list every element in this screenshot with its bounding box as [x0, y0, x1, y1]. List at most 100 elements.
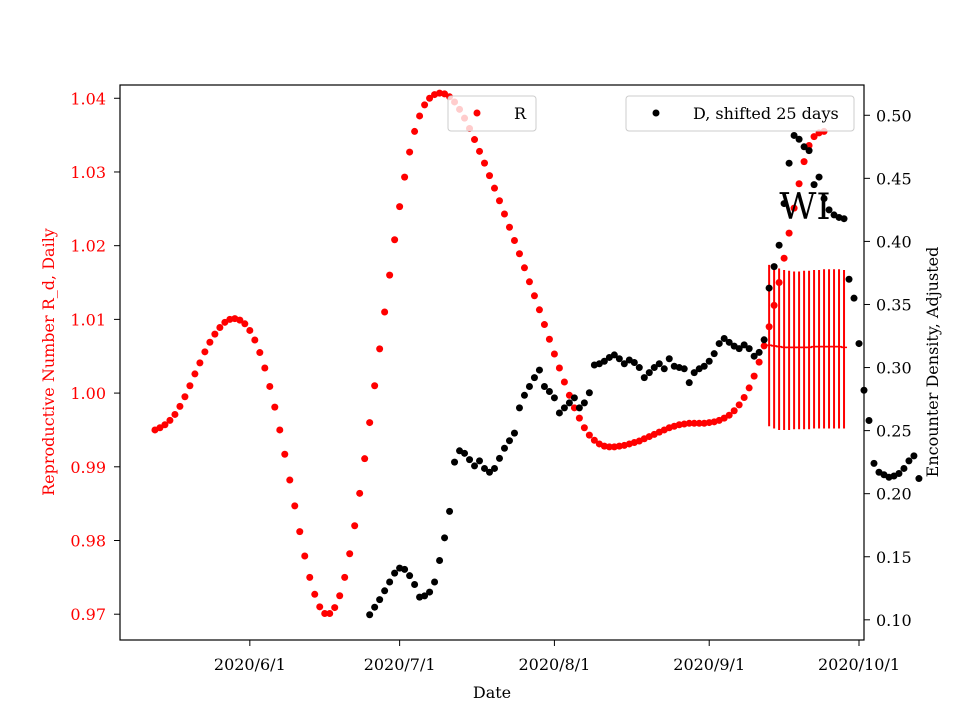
d-point [700, 362, 708, 370]
y-left-tick-label: 0.99 [70, 458, 106, 477]
d-point [550, 394, 558, 402]
r-point [311, 590, 319, 598]
y-axis-left-title: Reproductive Number R_d, Daily [39, 228, 58, 496]
r-point [785, 229, 793, 237]
d-point [520, 391, 528, 399]
d-point [715, 340, 723, 348]
x-tick-label: 2020/10/1 [818, 655, 900, 674]
r-point [575, 414, 583, 422]
r-point [740, 394, 748, 402]
r-point [471, 136, 479, 144]
r-point [321, 609, 329, 617]
y-axis-right-title: Encounter Density, Adjusted [923, 247, 942, 478]
r-point [376, 345, 384, 353]
errorbar-center-line [769, 344, 845, 349]
d-point [466, 456, 474, 464]
d-point [441, 534, 449, 542]
r-point [251, 336, 259, 344]
d-point [580, 399, 588, 407]
r-point [266, 382, 274, 390]
d-point [565, 399, 573, 407]
d-point [710, 350, 718, 358]
d-point [585, 389, 593, 397]
d-point [505, 437, 513, 445]
r-point [341, 573, 349, 581]
d-point [665, 355, 673, 363]
r-point [246, 326, 254, 334]
d-point [376, 596, 384, 604]
legend-d: D, shifted 25 days [625, 95, 855, 132]
d-point [795, 135, 803, 143]
r-point [590, 436, 598, 444]
r-point [580, 424, 588, 432]
r-point [396, 203, 404, 211]
r-point [770, 301, 778, 309]
d-point [426, 588, 434, 596]
d-point [705, 357, 713, 365]
d-point [800, 143, 808, 151]
d-point [555, 409, 563, 417]
y-right-tick-label: 0.10 [876, 611, 912, 630]
d-point [615, 355, 623, 363]
r-point [401, 173, 409, 181]
d-point [406, 572, 414, 580]
d-point [750, 352, 758, 360]
d-point [825, 206, 833, 214]
d-point [650, 364, 658, 372]
r-point [301, 552, 309, 560]
r-point [810, 133, 818, 141]
r-point [775, 279, 783, 287]
r-point [780, 254, 788, 262]
legend-r-label: R [514, 104, 527, 123]
r-point [366, 419, 374, 427]
d-point [411, 581, 419, 588]
x-tick-label: 2020/9/1 [673, 655, 745, 674]
r-point [161, 421, 169, 429]
y-left-tick-label: 0.98 [70, 531, 106, 550]
r-point [500, 210, 508, 218]
r-point [271, 403, 279, 411]
r-point [495, 197, 503, 205]
y-right-tick-label: 0.25 [876, 422, 912, 441]
r-point [725, 411, 733, 419]
x-tick-label: 2020/6/1 [214, 655, 286, 674]
d-series-layer [366, 131, 923, 619]
r-point [490, 184, 498, 192]
legend-r-box [447, 95, 537, 132]
d-point [476, 457, 484, 465]
d-point [515, 404, 523, 412]
x-tick-label: 2020/7/1 [364, 655, 436, 674]
d-point [600, 357, 608, 365]
legend-r: R [447, 95, 537, 132]
r-point [481, 159, 489, 167]
y-axis-left-ticks: 0.97 0.98 0.99 1.00 1.01 1.02 1.03 1.04 [70, 89, 120, 624]
r-point [196, 359, 204, 367]
d-point [490, 464, 498, 472]
d-point [790, 131, 798, 139]
r-point [316, 603, 324, 611]
r-point [535, 306, 543, 314]
r-point [421, 101, 429, 109]
y-left-tick-label: 0.97 [70, 605, 106, 624]
r-point [411, 127, 419, 135]
d-point [366, 611, 374, 619]
d-point [785, 159, 793, 167]
r-point [515, 250, 523, 258]
d-point [421, 592, 429, 600]
r-point [755, 358, 763, 366]
d-point [386, 578, 394, 586]
d-point [525, 382, 533, 390]
r-point [176, 402, 184, 410]
d-point [915, 475, 923, 483]
r-point [286, 476, 294, 484]
y-right-tick-label: 0.20 [876, 485, 912, 504]
d-point [820, 195, 828, 203]
y-left-tick-label: 1.04 [70, 89, 106, 108]
r-point [426, 94, 434, 102]
x-axis-ticks: 2020/6/1 2020/7/1 2020/8/1 2020/9/1 2020/10/… [214, 640, 900, 674]
x-tick-label: 2020/8/1 [518, 655, 590, 674]
r-point [236, 316, 244, 324]
r-point [306, 573, 314, 581]
d-point [471, 462, 479, 470]
